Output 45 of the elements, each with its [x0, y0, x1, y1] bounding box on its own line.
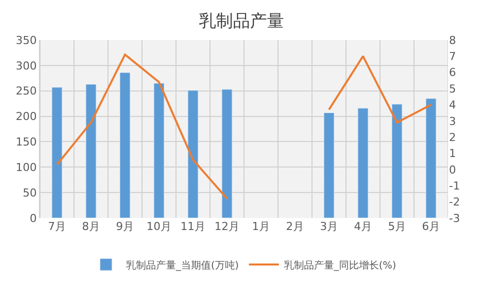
chart-title: 乳制品产量 — [199, 11, 284, 32]
y-tick-label: 50 — [22, 186, 37, 200]
x-tick-label: 8月 — [82, 220, 100, 233]
y-tick-label: 250 — [16, 84, 37, 98]
legend-label: 乳制品产量_当期值(万吨) — [126, 259, 239, 272]
y2-tick-label: 1 — [449, 147, 456, 160]
y2-tick-label: 4 — [449, 98, 456, 112]
bar — [188, 90, 198, 218]
y2-tick-label: 8 — [449, 34, 456, 47]
y2-tick-label: 7 — [449, 50, 456, 64]
y-tick-label: 100 — [16, 160, 37, 174]
bar — [222, 89, 232, 218]
x-tick-label: 3月 — [320, 220, 338, 233]
x-tick-label: 9月 — [116, 220, 134, 233]
x-tick-label: 4月 — [354, 220, 372, 233]
y-tick-label: 200 — [16, 110, 37, 124]
x-tick-label: 6月 — [422, 220, 440, 233]
bar — [120, 72, 130, 218]
x-tick-label: 1月 — [252, 220, 270, 233]
y2-tick-label: -2 — [449, 196, 460, 209]
y2-tick-label: 0 — [449, 163, 456, 176]
x-tick-label: 10月 — [146, 220, 172, 233]
x-tick-label: 2月 — [286, 220, 304, 233]
x-tick-label: 7月 — [48, 220, 66, 233]
bar — [154, 82, 164, 218]
legend-label: 乳制品产量_同比增长(%) — [284, 259, 396, 272]
y2-tick-label: -1 — [449, 179, 460, 192]
y-tick-label: 0 — [30, 212, 37, 225]
y2-tick-label: 6 — [449, 66, 456, 80]
bar — [358, 108, 368, 218]
y2-tick-label: -3 — [449, 212, 460, 225]
y2-tick-label: 2 — [449, 130, 456, 144]
bar — [324, 112, 334, 218]
y-tick-label: 300 — [16, 59, 37, 72]
y-tick-label: 350 — [16, 34, 37, 47]
x-tick-label: 12月 — [214, 220, 240, 233]
y2-tick-label: 5 — [449, 82, 456, 96]
bar — [52, 87, 62, 218]
bar — [426, 98, 436, 218]
x-tick-label: 11月 — [180, 220, 206, 233]
y2-tick-label: 3 — [449, 114, 456, 128]
bar — [86, 84, 96, 218]
bar — [392, 104, 402, 218]
x-tick-label: 5月 — [388, 220, 406, 233]
y-tick-label: 150 — [16, 136, 37, 149]
